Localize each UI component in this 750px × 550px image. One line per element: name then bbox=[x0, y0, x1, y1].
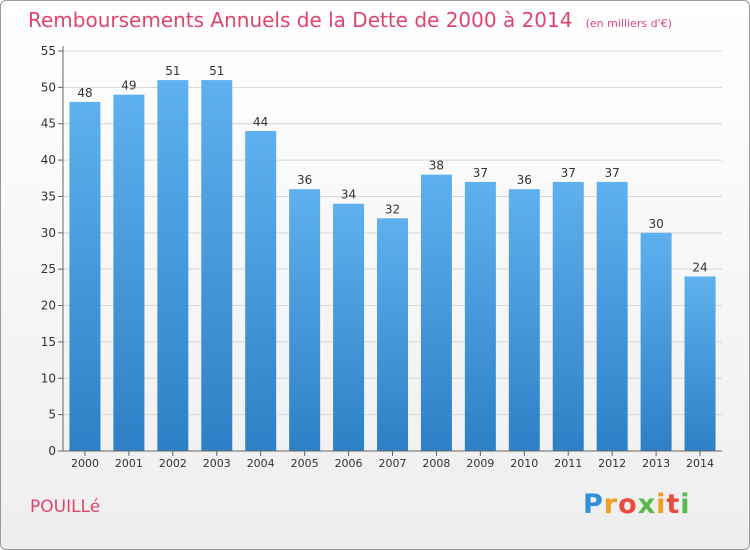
bar bbox=[420, 174, 452, 452]
bar bbox=[333, 203, 365, 451]
data-label: 37 bbox=[473, 166, 488, 180]
x-tick-label: 2014 bbox=[686, 457, 714, 470]
bar bbox=[201, 80, 233, 451]
bar bbox=[596, 181, 628, 451]
data-label: 37 bbox=[561, 166, 576, 180]
bar bbox=[684, 276, 716, 451]
x-tick-label: 2002 bbox=[159, 457, 187, 470]
bar bbox=[245, 131, 277, 451]
proxiti-logo: Proxiti bbox=[583, 489, 691, 520]
logo-letter: P bbox=[583, 489, 604, 520]
data-label: 37 bbox=[605, 166, 620, 180]
bar bbox=[289, 189, 321, 451]
bars: 48 49 51 51 44 36 34 32 38 37 36 37 37 30 24 bbox=[69, 64, 716, 452]
y-tick-label: 45 bbox=[41, 117, 56, 131]
data-label: 32 bbox=[385, 202, 400, 216]
bar bbox=[157, 80, 189, 451]
x-tick-label: 2008 bbox=[422, 457, 450, 470]
y-tick-label: 55 bbox=[41, 44, 56, 58]
x-tick-label: 2000 bbox=[71, 457, 99, 470]
logo-letter: i bbox=[680, 489, 691, 520]
bar bbox=[377, 218, 408, 451]
bar bbox=[640, 232, 672, 451]
data-label: 44 bbox=[253, 115, 268, 129]
commune-name: POUILLé bbox=[30, 497, 101, 517]
x-tick-label: 2009 bbox=[466, 457, 494, 470]
y-tick-label: 20 bbox=[41, 299, 56, 313]
x-tick-label: 2007 bbox=[379, 457, 407, 470]
x-tick-label: 2013 bbox=[642, 457, 670, 470]
data-label: 51 bbox=[165, 64, 180, 78]
bar bbox=[464, 181, 496, 451]
x-tick-label: 2012 bbox=[598, 457, 626, 470]
y-tick-label: 0 bbox=[48, 444, 56, 458]
x-tick-label: 2011 bbox=[554, 457, 582, 470]
bar bbox=[552, 181, 584, 451]
chart-title: Remboursements Annuels de la Dette de 20… bbox=[28, 8, 573, 32]
y-tick-label: 35 bbox=[41, 189, 56, 203]
y-tick-label: 30 bbox=[41, 226, 56, 240]
x-tick-label: 2006 bbox=[335, 457, 363, 470]
logo-letter: x bbox=[637, 489, 657, 520]
logo-letter: i bbox=[656, 489, 667, 520]
data-label: 51 bbox=[209, 64, 224, 78]
data-label: 49 bbox=[121, 79, 136, 93]
axes: 0 5 10 15 20 25 30 35 40 45 50 55 2000 2001 2002 2003 20… bbox=[41, 44, 722, 470]
y-tick-label: 40 bbox=[41, 153, 56, 167]
x-tick-label: 2005 bbox=[291, 457, 319, 470]
x-tick-label: 2003 bbox=[203, 457, 231, 470]
y-tick-label: 50 bbox=[41, 80, 56, 94]
title-row: Remboursements Annuels de la Dette de 20… bbox=[28, 8, 672, 32]
logo-letter: r bbox=[603, 489, 619, 520]
y-tick-label: 10 bbox=[41, 371, 56, 385]
x-tick-label: 2001 bbox=[115, 457, 143, 470]
y-tick-label: 5 bbox=[48, 408, 56, 422]
data-label: 24 bbox=[692, 260, 707, 274]
bar bbox=[69, 101, 101, 451]
data-label: 38 bbox=[429, 159, 444, 173]
data-label: 34 bbox=[341, 188, 356, 202]
data-label: 36 bbox=[517, 173, 532, 187]
bar bbox=[113, 94, 145, 452]
bar bbox=[508, 189, 540, 451]
logo-letter: t bbox=[666, 489, 681, 520]
logo-letter: o bbox=[618, 489, 638, 520]
y-tick-label: 15 bbox=[41, 335, 56, 349]
data-label: 30 bbox=[648, 217, 663, 231]
x-tick-label: 2010 bbox=[510, 457, 538, 470]
x-tick-label: 2004 bbox=[247, 457, 275, 470]
data-label: 36 bbox=[297, 173, 312, 187]
data-label: 48 bbox=[77, 86, 92, 100]
chart-subtitle: (en milliers d'€) bbox=[585, 17, 672, 30]
y-tick-label: 25 bbox=[41, 262, 56, 276]
